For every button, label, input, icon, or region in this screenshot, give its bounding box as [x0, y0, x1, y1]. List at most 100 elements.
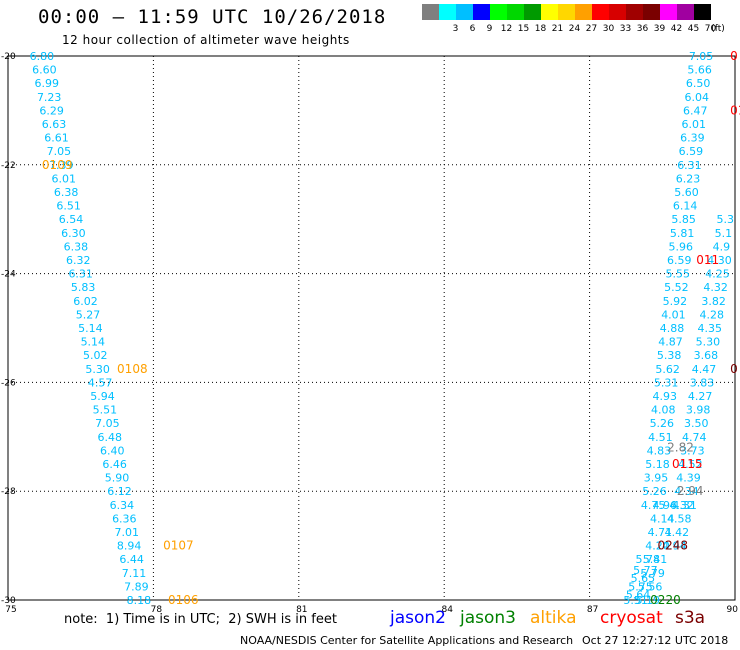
swh-value-label: 5.51	[623, 594, 648, 607]
swh-value-label: 4.57	[88, 376, 113, 389]
swh-value-label: 4.42	[665, 526, 690, 539]
swh-value-label: 4.34	[674, 485, 699, 498]
legend-label: 6	[469, 24, 476, 34]
legend-label: 15	[517, 24, 530, 34]
sat-s3a-label: s3a	[675, 608, 706, 628]
swh-value-label: 7.01	[114, 526, 139, 539]
swh-value-label: 8.94	[117, 540, 142, 553]
swh-value-label: 6.47	[683, 104, 708, 117]
swh-value-label: 6.61	[44, 132, 69, 145]
swh-value-label: 6.02	[73, 295, 98, 308]
swh-value-label: 6.31	[677, 159, 702, 172]
swh-value-label: 5.31	[654, 376, 679, 389]
swh-value-label: 4.39	[676, 472, 701, 485]
swh-value-label: 4.93	[652, 390, 677, 403]
legend-unit-label: (ft)	[711, 24, 725, 34]
swh-value-label: 5.78	[636, 553, 661, 566]
swh-value-label: 5.1	[715, 227, 733, 240]
sat-jason2-label: jason2	[390, 608, 446, 628]
swh-value-label: 6.01	[51, 172, 76, 185]
swh-value-label: 5.81	[670, 227, 695, 240]
pass-time-label: 011	[696, 253, 719, 267]
swh-value-label: 7.89	[124, 580, 149, 593]
swh-value-label: 5.27	[76, 308, 101, 321]
swh-value-label: 5.55	[666, 268, 691, 281]
swh-value-label: 4.58	[667, 512, 692, 525]
swh-value-label: 6.04	[684, 91, 709, 104]
swh-value-label: 6.59	[679, 145, 704, 158]
legend-swatch	[490, 4, 507, 20]
swh-value-label: 6.32	[66, 254, 91, 267]
axis-ticks: 75 78 81 84 87 90 -20 -22 -24 -26 -28 -30	[1, 52, 738, 615]
swh-value-label: 4.32	[703, 281, 728, 294]
swh-value-label: 5.14	[78, 322, 103, 335]
x-tick-label: 78	[151, 605, 163, 615]
pass-time-label: 0	[730, 49, 738, 63]
y-tick-label: -20	[1, 52, 16, 62]
swh-value-label: 5.62	[655, 363, 680, 376]
swh-value-label: 6.23	[676, 172, 701, 185]
swh-value-label: 4.52	[678, 458, 703, 471]
legend-label: 24	[568, 24, 581, 34]
swh-value-label: 4.14	[650, 512, 675, 525]
swh-value-label: 4.71	[648, 526, 673, 539]
swh-value-label: 3.73	[680, 444, 705, 457]
swh-value-label: 6.34	[110, 499, 135, 512]
legend-swatch	[694, 4, 711, 20]
swh-value-label: 5.79	[640, 567, 665, 580]
legend-swatch	[643, 4, 660, 20]
swh-value-label: 6.44	[119, 553, 144, 566]
swh-value-label: 6.99	[35, 77, 60, 90]
swh-value-label: 5.66	[687, 64, 712, 77]
swh-value-label: 5.26	[642, 485, 667, 498]
swh-value-label: 4.9	[713, 240, 731, 253]
swh-value-label: 4.01	[661, 308, 686, 321]
annotations: 0109 0108 0107 0106 0 01 011 0 0115 2.82 2.94 0248 0…	[42, 49, 740, 607]
swh-value-label: 4.27	[688, 390, 713, 403]
swh-value-label: 6.31	[68, 268, 93, 281]
swh-value-label: 4.75	[641, 499, 666, 512]
sat-jason3-label: jason3	[460, 608, 516, 628]
swh-value-label: 5.75	[628, 580, 653, 593]
swh-value-label: 5.18	[645, 458, 670, 471]
legend-label: 33	[619, 24, 632, 34]
swh-value-label: 5.52	[664, 281, 689, 294]
swh-value-label: 6.39	[680, 132, 705, 145]
legend-label: 9	[486, 24, 493, 34]
legend-label: 42	[670, 24, 683, 34]
sat-altika-label: altika	[530, 608, 577, 628]
swh-value-label: 5.65	[631, 572, 656, 585]
swh-value-label: 4.28	[699, 308, 724, 321]
x-tick-label: 75	[5, 605, 16, 615]
swh-value-label: 4.47	[692, 363, 717, 376]
swh-value-label: 6.80	[30, 50, 55, 63]
y-tick-label: -24	[1, 270, 16, 280]
swh-value-label: 7.23	[37, 91, 62, 104]
swh-value-label: 4.32	[669, 499, 694, 512]
legend-swatch	[660, 4, 677, 20]
legend-swatch	[592, 4, 609, 20]
swh-value-label: 6.54	[59, 213, 84, 226]
grid-lines	[8, 56, 735, 600]
pass-time-label: 01	[730, 103, 740, 117]
swh-value-label: 4.30	[707, 254, 732, 267]
swh-value-label: 6.40	[100, 444, 125, 457]
legend-swatch	[456, 4, 473, 20]
swh-value-label: 5.02	[83, 349, 108, 362]
pass-time-label: 2.82	[667, 441, 694, 455]
pass-time-label: 0107	[163, 539, 194, 553]
swh-value-label: 7.05	[47, 145, 72, 158]
legend-label: 18	[534, 24, 547, 34]
pass-time-label: 0220	[650, 593, 681, 607]
swh-value-label: 3.50	[684, 417, 709, 430]
swh-value-label: 4.88	[660, 322, 685, 335]
legend-label: 3	[452, 24, 459, 34]
legend-swatch	[507, 4, 524, 20]
swh-value-label: 5.94	[90, 390, 115, 403]
swh-value-label: 6.38	[64, 240, 89, 253]
swh-value-label: 5.92	[663, 295, 688, 308]
chart-subtitle: 12 hour collection of altimeter wave hei…	[62, 33, 350, 47]
legend-swatch	[422, 4, 439, 20]
swh-value-label: 6.38	[54, 186, 79, 199]
